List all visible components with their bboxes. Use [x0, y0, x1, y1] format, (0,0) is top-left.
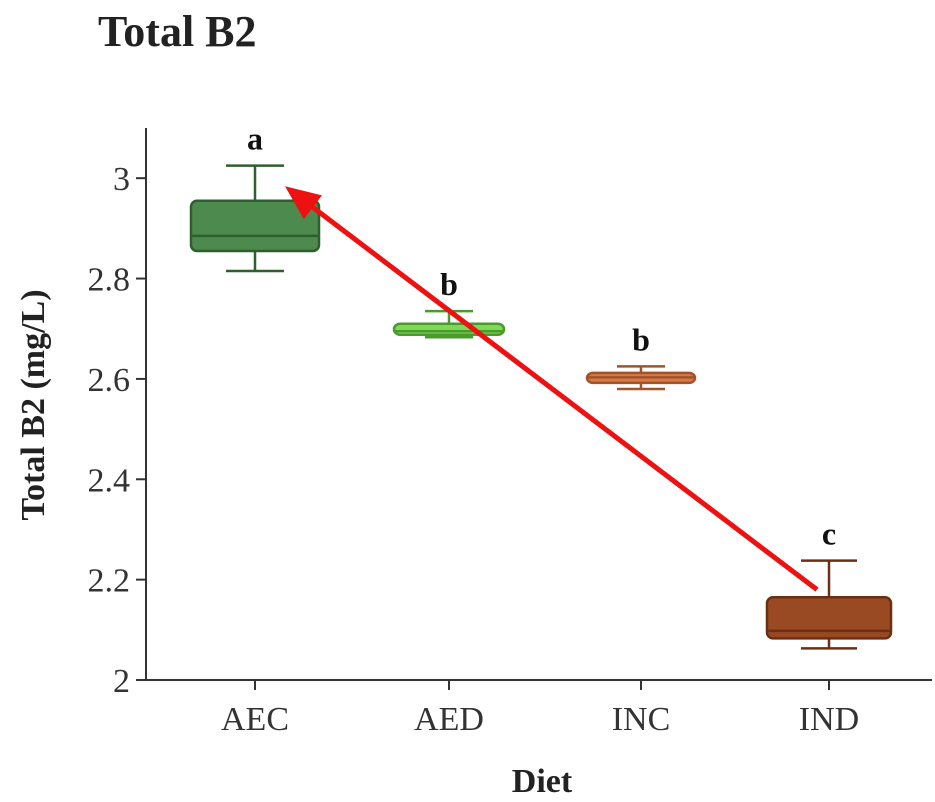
y-axis-title: Total B2 (mg/L)	[15, 289, 52, 520]
significance-label: b	[440, 266, 458, 302]
annotation-layer	[285, 186, 819, 592]
box-aed: b	[392, 266, 506, 339]
box-ind: c	[765, 516, 893, 650]
box-iqr	[765, 595, 893, 640]
y-tick-label: 2.6	[88, 362, 131, 399]
x-tick-label: INC	[612, 701, 671, 738]
y-axis: 2 2.2 2.4 2.6 2.8 3	[88, 128, 147, 700]
significance-label: a	[247, 121, 263, 157]
x-tick-label: IND	[799, 701, 859, 738]
x-tick-label: AEC	[221, 701, 289, 738]
trend-arrow	[285, 186, 819, 592]
y-tick-label: 3	[113, 161, 130, 198]
box-iqr	[189, 199, 321, 253]
y-tick-label: 2.8	[88, 262, 131, 299]
significance-label: b	[632, 321, 650, 357]
x-tick-label: AED	[414, 701, 484, 738]
box-iqr	[392, 322, 506, 336]
y-tick-label: 2.4	[88, 462, 131, 499]
significance-label: c	[822, 516, 836, 552]
box-inc: b	[585, 321, 697, 391]
y-tick-label: 2.2	[88, 563, 131, 600]
x-axis-title: Diet	[512, 763, 573, 800]
chart-title: Total B2	[98, 7, 257, 56]
y-tick-label: 2	[113, 663, 130, 700]
x-axis: AEC AED INC IND	[146, 679, 932, 738]
box-series: a b b c	[189, 121, 893, 650]
